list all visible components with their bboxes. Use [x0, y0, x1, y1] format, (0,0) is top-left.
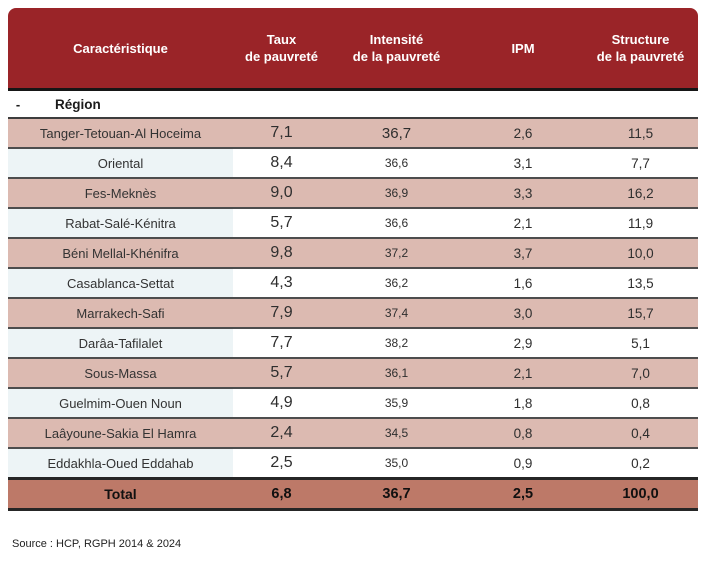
column-header-caracteristique: Caractéristique — [8, 8, 233, 91]
ipm-value: 0,8 — [463, 418, 583, 449]
region-name: Marrakech-Safi — [8, 298, 233, 329]
total-ipm-value: 2,5 — [463, 477, 583, 511]
group-dash: - — [15, 96, 21, 112]
region-name: Laâyoune-Sakia El Hamra — [8, 418, 233, 449]
header-label: Caractéristique — [73, 40, 168, 56]
taux-value: 9,8 — [233, 238, 330, 269]
intensite-value: 36,2 — [330, 268, 463, 299]
intensite-value: 36,1 — [330, 358, 463, 389]
region-name: Fes-Meknès — [8, 178, 233, 209]
taux-value: 2,5 — [233, 448, 330, 480]
region-name: Eddakhla-Oued Eddahab — [8, 448, 233, 480]
header-label-line1: Taux — [266, 32, 297, 47]
table-row: Rabat-Salé-Kénitra 5,7 36,6 2,1 11,9 — [8, 208, 698, 239]
intensite-value: 34,5 — [330, 418, 463, 449]
taux-value: 4,3 — [233, 268, 330, 299]
table-row: Laâyoune-Sakia El Hamra 2,4 34,5 0,8 0,4 — [8, 418, 698, 449]
column-header-taux: Taux de pauvreté — [233, 8, 330, 91]
table-row: Béni Mellal-Khénifra 9,8 37,2 3,7 10,0 — [8, 238, 698, 269]
intensite-value: 36,9 — [330, 178, 463, 209]
header-label-line2: de la pauvreté — [352, 49, 441, 64]
structure-value: 5,1 — [583, 328, 698, 359]
region-name: Casablanca-Settat — [8, 268, 233, 299]
table-row: Eddakhla-Oued Eddahab 2,5 35,0 0,9 0,2 — [8, 448, 698, 480]
table-row: Oriental 8,4 36,6 3,1 7,7 — [8, 148, 698, 179]
column-header-ipm: IPM — [463, 8, 583, 91]
total-taux-value: 6,8 — [233, 477, 330, 511]
taux-value: 7,1 — [233, 118, 330, 149]
header-label-line1: Intensité — [369, 32, 424, 47]
taux-value: 5,7 — [233, 358, 330, 389]
region-name: Rabat-Salé-Kénitra — [8, 208, 233, 239]
taux-value: 2,4 — [233, 418, 330, 449]
taux-value: 9,0 — [233, 178, 330, 209]
total-structure-value: 100,0 — [583, 477, 698, 511]
intensite-value: 36,6 — [330, 148, 463, 179]
structure-value: 11,9 — [583, 208, 698, 239]
intensite-value: 36,7 — [330, 118, 463, 149]
total-label: Total — [8, 477, 233, 511]
ipm-value: 2,1 — [463, 358, 583, 389]
header-label-line2: de pauvreté — [245, 49, 318, 64]
region-name: Béni Mellal-Khénifra — [8, 238, 233, 269]
structure-value: 7,7 — [583, 148, 698, 179]
structure-value: 0,2 — [583, 448, 698, 480]
table-row: Fes-Meknès 9,0 36,9 3,3 16,2 — [8, 178, 698, 209]
table-row: Tanger-Tetouan-Al Hoceima 7,1 36,7 2,6 1… — [8, 118, 698, 149]
structure-value: 7,0 — [583, 358, 698, 389]
structure-value: 11,5 — [583, 118, 698, 149]
header-label-line2: de la pauvreté — [596, 49, 685, 64]
taux-value: 7,9 — [233, 298, 330, 329]
table-row: Casablanca-Settat 4,3 36,2 1,6 13,5 — [8, 268, 698, 299]
intensite-value: 35,9 — [330, 388, 463, 419]
total-intensite-value: 36,7 — [330, 477, 463, 511]
intensite-value: 37,2 — [330, 238, 463, 269]
region-name: Darâa-Tafilalet — [8, 328, 233, 359]
table-row: Guelmim-Ouen Noun 4,9 35,9 1,8 0,8 — [8, 388, 698, 419]
table-row: Darâa-Tafilalet 7,7 38,2 2,9 5,1 — [8, 328, 698, 359]
taux-value: 5,7 — [233, 208, 330, 239]
intensite-value: 35,0 — [330, 448, 463, 480]
table-row: Marrakech-Safi 7,9 37,4 3,0 15,7 — [8, 298, 698, 329]
ipm-value: 0,9 — [463, 448, 583, 480]
intensite-value: 38,2 — [330, 328, 463, 359]
ipm-value: 3,0 — [463, 298, 583, 329]
ipm-value: 3,7 — [463, 238, 583, 269]
ipm-value: 2,1 — [463, 208, 583, 239]
ipm-value: 1,6 — [463, 268, 583, 299]
header-label: IPM — [511, 40, 535, 56]
taux-value: 4,9 — [233, 388, 330, 419]
region-name: Guelmim-Ouen Noun — [8, 388, 233, 419]
poverty-table: Caractéristique Taux de pauvreté Intensi… — [8, 8, 698, 511]
column-header-structure: Structure de la pauvreté — [583, 8, 698, 91]
intensite-value: 37,4 — [330, 298, 463, 329]
taux-value: 8,4 — [233, 148, 330, 179]
group-row-region: - Région — [8, 89, 698, 119]
taux-value: 7,7 — [233, 328, 330, 359]
poverty-table-container: Caractéristique Taux de pauvreté Intensi… — [8, 8, 698, 511]
structure-value: 13,5 — [583, 268, 698, 299]
structure-value: 15,7 — [583, 298, 698, 329]
structure-value: 0,4 — [583, 418, 698, 449]
table-row: Sous-Massa 5,7 36,1 2,1 7,0 — [8, 358, 698, 389]
total-row: Total 6,8 36,7 2,5 100,0 — [8, 477, 698, 511]
region-name: Sous-Massa — [8, 358, 233, 389]
structure-value: 16,2 — [583, 178, 698, 209]
ipm-value: 3,3 — [463, 178, 583, 209]
ipm-value: 3,1 — [463, 148, 583, 179]
column-header-intensite: Intensité de la pauvreté — [330, 8, 463, 91]
structure-value: 0,8 — [583, 388, 698, 419]
group-label: Région — [55, 96, 101, 112]
group-cell: - Région — [8, 89, 698, 119]
source-note: Source : HCP, RGPH 2014 & 2024 — [12, 538, 182, 550]
header-row: Caractéristique Taux de pauvreté Intensi… — [8, 8, 698, 91]
structure-value: 10,0 — [583, 238, 698, 269]
region-name: Oriental — [8, 148, 233, 179]
header-label-line1: Structure — [611, 32, 670, 47]
ipm-value: 1,8 — [463, 388, 583, 419]
ipm-value: 2,6 — [463, 118, 583, 149]
intensite-value: 36,6 — [330, 208, 463, 239]
ipm-value: 2,9 — [463, 328, 583, 359]
region-name: Tanger-Tetouan-Al Hoceima — [8, 118, 233, 149]
